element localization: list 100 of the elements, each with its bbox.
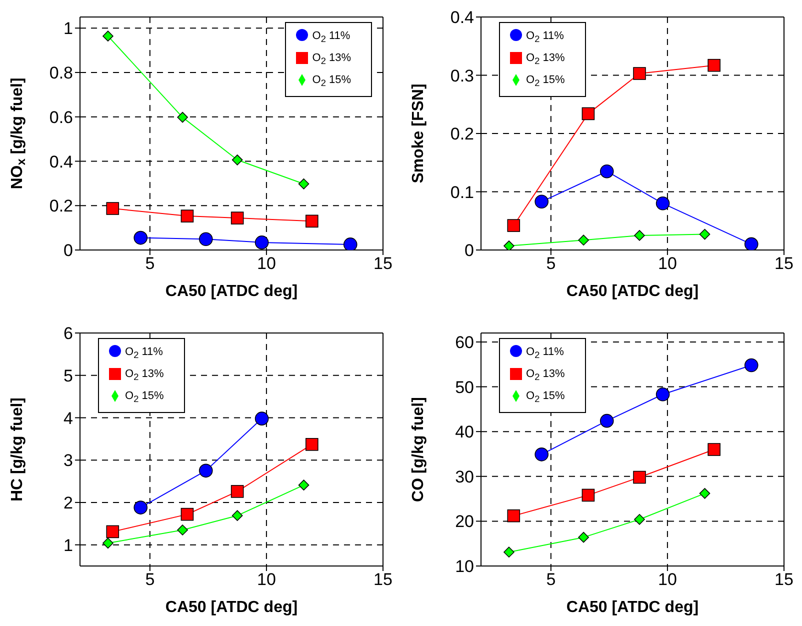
y-axis-title: HC [g/kg fuel] — [9, 398, 26, 502]
point — [198, 464, 213, 478]
y-tick-label: 10 — [455, 557, 474, 576]
y-axis-title: Smoke [FSN] — [410, 84, 427, 184]
point — [180, 508, 194, 521]
y-tick-label: 1 — [64, 19, 73, 38]
point — [298, 480, 310, 490]
point — [656, 196, 670, 210]
x-tick-label: 15 — [774, 570, 794, 590]
x-tick-label: 10 — [658, 570, 677, 590]
point — [102, 538, 114, 549]
x-tick-label: 5 — [546, 570, 556, 590]
legend-label: O$_{2}$ 13% — [526, 52, 565, 66]
point — [504, 240, 514, 250]
y-tick-label: 6 — [64, 324, 73, 344]
point — [534, 194, 548, 209]
x-axis-title: CA50 [ATDC deg] — [566, 599, 699, 616]
point — [600, 414, 614, 428]
point — [708, 58, 720, 72]
point — [744, 237, 758, 250]
legend-label: O$_{2}$ 11% — [526, 346, 564, 360]
point — [298, 178, 310, 190]
point — [633, 67, 646, 80]
y-tick-label: 50 — [455, 378, 474, 397]
y-tick-label: 0.4 — [450, 8, 474, 28]
x-tick-label: 15 — [774, 254, 794, 274]
y-tick-label: 5 — [64, 366, 73, 386]
y-tick-label: 40 — [455, 422, 474, 442]
point — [534, 448, 548, 462]
point — [254, 236, 269, 250]
y-tick-label: 20 — [455, 512, 474, 532]
legend-label: O$_{2}$ 13% — [125, 368, 164, 382]
y-tick-label: 0.2 — [49, 196, 73, 216]
point — [254, 412, 269, 426]
point — [306, 438, 318, 451]
legend-label: O$_{2}$ 11% — [125, 346, 163, 360]
y-tick-label: 3 — [64, 451, 73, 470]
point — [699, 488, 710, 499]
y-tick-label: 1 — [64, 536, 73, 555]
legend-label: O$_{2}$ 11% — [312, 30, 350, 44]
x-axis-title: CA50 [ATDC deg] — [566, 283, 699, 300]
point — [198, 232, 213, 246]
point — [230, 212, 244, 224]
y-tick-label: 2 — [64, 493, 73, 512]
point — [504, 546, 514, 558]
point — [177, 112, 188, 123]
x-tick-label: 5 — [145, 570, 155, 590]
point — [134, 500, 148, 514]
legend-label: O$_{2}$ 15% — [526, 74, 565, 89]
point — [744, 358, 758, 372]
point — [634, 230, 645, 241]
legend-label: O$_{2}$ 13% — [312, 52, 351, 66]
x-tick-label: 15 — [374, 254, 392, 274]
y-tick-label: 0.2 — [450, 124, 474, 144]
x-tick-label: 5 — [145, 254, 155, 274]
y-tick-label: 0.3 — [450, 66, 474, 86]
point — [106, 202, 120, 215]
point — [656, 387, 670, 402]
y-tick-label: 30 — [455, 467, 474, 486]
x-axis-title: CA50 [ATDC deg] — [165, 283, 298, 300]
point — [177, 524, 188, 536]
point — [106, 525, 120, 538]
point — [232, 154, 243, 166]
legend-label: O$_{2}$ 15% — [526, 390, 565, 405]
point — [578, 532, 589, 543]
y-tick-label: 4 — [64, 408, 73, 428]
legend-label: O$_{2}$ 13% — [526, 368, 565, 382]
y-tick-label: 0.1 — [450, 182, 474, 202]
y-axis-title: CO [g/kg fuel] — [410, 397, 427, 502]
y-tick-label: 0 — [64, 241, 73, 260]
point — [582, 107, 595, 120]
y-tick-label: 0.6 — [49, 108, 73, 127]
x-tick-label: 10 — [257, 254, 276, 274]
point — [306, 214, 318, 228]
legend-label: O$_{2}$ 11% — [526, 30, 564, 44]
point — [633, 470, 646, 484]
point — [230, 485, 244, 498]
point — [634, 514, 645, 525]
point — [578, 234, 589, 246]
x-axis-title: CA50 [ATDC deg] — [165, 599, 298, 616]
point — [232, 510, 243, 521]
point — [343, 238, 358, 250]
y-tick-label: 0.8 — [49, 64, 73, 83]
legend-label: O$_{2}$ 15% — [312, 74, 351, 89]
point — [134, 230, 148, 245]
point — [102, 30, 114, 42]
y-tick-label: 0.4 — [49, 152, 73, 172]
legend-label: O$_{2}$ 15% — [125, 390, 164, 405]
x-tick-label: 10 — [658, 254, 677, 274]
x-tick-label: 10 — [257, 570, 276, 590]
point — [507, 219, 520, 232]
point — [600, 164, 614, 178]
point — [180, 210, 194, 222]
point — [708, 443, 720, 456]
x-tick-label: 15 — [374, 570, 392, 590]
point — [582, 488, 595, 502]
y-tick-label: 0 — [464, 241, 474, 260]
point — [507, 509, 520, 522]
point — [699, 228, 710, 240]
y-tick-label: 60 — [455, 332, 474, 352]
